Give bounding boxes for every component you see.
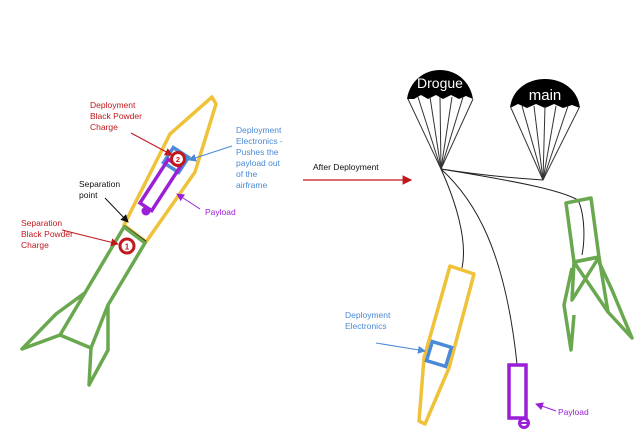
main-label: main <box>529 87 562 104</box>
left-fin <box>20 290 88 351</box>
separation-point-arrow <box>104 197 129 223</box>
right-payload-arrow <box>535 402 557 412</box>
separation-charge-marker: 1 <box>118 237 136 255</box>
separated-upper-airframe <box>417 264 476 426</box>
payload-label: Payload <box>205 207 236 217</box>
deployment-charge-label: Deployment Black Powder Charge <box>90 100 142 132</box>
shock-cords <box>440 168 585 365</box>
lower-airframe <box>58 225 147 350</box>
drogue-parachute: Drogue <box>407 70 474 170</box>
separation-point-label: Separation point <box>79 179 121 200</box>
separated-payload-label: Payload <box>558 407 589 417</box>
separation-charge-arrow <box>61 229 119 247</box>
right-fin <box>87 305 110 387</box>
main-parachute: main <box>510 79 580 181</box>
payload-arrow <box>176 193 201 210</box>
after-deployment-label: After Deployment <box>313 162 379 172</box>
separation-charge-label: Separation Black Powder Charge <box>21 218 73 250</box>
separated-electronics-bay <box>424 339 454 369</box>
electronics-description-label: Deployment Electronics - Pushes the payl… <box>236 125 283 190</box>
deployment-charge-arrow <box>130 132 173 156</box>
deployment-electronics-label: Deployment Electronics <box>345 310 391 331</box>
deployment-charge-marker: 2 <box>170 151 186 167</box>
drogue-label: Drogue <box>417 75 463 91</box>
separated-payload <box>507 363 530 429</box>
payload-tip <box>141 206 151 216</box>
charge-1-number: 1 <box>125 243 130 252</box>
charge-2-number: 2 <box>176 155 180 164</box>
electronics-arrow <box>188 145 233 162</box>
right-electronics-arrow <box>375 342 426 354</box>
separated-lower-airframe <box>562 196 634 352</box>
